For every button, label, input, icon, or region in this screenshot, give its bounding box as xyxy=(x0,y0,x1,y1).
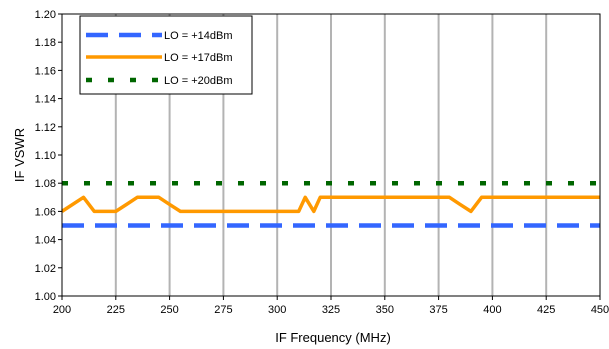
ytick-label-1.08: 1.08 xyxy=(35,178,56,190)
xtick-label-425: 425 xyxy=(537,304,555,316)
x-axis-title: IF Frequency (MHz) xyxy=(275,330,391,345)
xtick-label-250: 250 xyxy=(160,304,178,316)
xtick-label-325: 325 xyxy=(322,304,340,316)
ytick-label-1.14: 1.14 xyxy=(35,94,56,106)
xtick-label-225: 225 xyxy=(107,304,125,316)
legend-label-lo-14: LO = +14dBm xyxy=(164,30,233,42)
y-axis-title: IF VSWR xyxy=(12,128,27,182)
xtick-label-200: 200 xyxy=(53,304,71,316)
ytick-label-1.16: 1.16 xyxy=(35,65,56,77)
legend: LO = +14dBm LO = +17dBm LO = +20dBm xyxy=(79,15,253,95)
y-axis: 1.00 1.02 1.04 1.06 1.08 1.10 1.12 1.14 1.16 1.18… xyxy=(35,9,62,303)
ytick-label-1.10: 1.10 xyxy=(35,150,56,162)
xtick-label-275: 275 xyxy=(214,304,232,316)
ytick-label-1.20: 1.20 xyxy=(35,9,56,21)
series-layer xyxy=(61,180,600,228)
legend-label-lo-17: LO = +17dBm xyxy=(164,52,233,64)
ytick-label-1.18: 1.18 xyxy=(35,37,56,49)
ytick-label-1.12: 1.12 xyxy=(35,122,56,134)
ytick-label-1.06: 1.06 xyxy=(35,206,56,218)
xtick-label-350: 350 xyxy=(376,304,394,316)
x-axis: 200 225 250 275 300 325 350 375 400 425 450 xyxy=(53,296,609,316)
ytick-label-1.02: 1.02 xyxy=(35,263,56,275)
xtick-label-375: 375 xyxy=(429,304,447,316)
series-line-1 xyxy=(61,195,600,214)
ytick-label-1.04: 1.04 xyxy=(35,235,56,247)
xtick-label-450: 450 xyxy=(591,304,609,316)
xtick-label-300: 300 xyxy=(268,304,286,316)
legend-label-lo-20: LO = +20dBm xyxy=(164,75,233,87)
xtick-label-400: 400 xyxy=(483,304,501,316)
ytick-label-1.00: 1.00 xyxy=(35,291,56,303)
